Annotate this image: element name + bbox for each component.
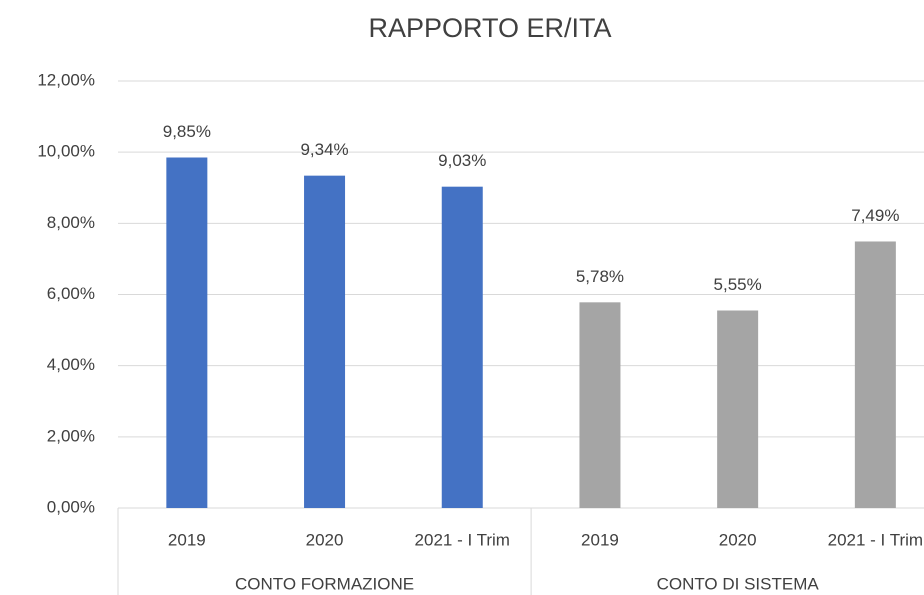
bar — [579, 302, 621, 508]
x-tick-label: 2019 — [581, 530, 619, 549]
x-tick-label: 2021 - I Trim — [828, 530, 923, 549]
x-tick-label: 2021 - I Trim — [415, 530, 510, 549]
x-tick-label: 2019 — [168, 530, 206, 549]
bar — [717, 310, 759, 508]
data-label: 9,34% — [300, 140, 348, 159]
y-tick-label: 2,00% — [47, 426, 95, 445]
data-label: 7,49% — [851, 206, 899, 225]
x-tick-label: 2020 — [719, 530, 757, 549]
y-tick-label: 6,00% — [47, 284, 95, 303]
data-label: 5,78% — [576, 267, 624, 286]
bar — [166, 157, 208, 509]
bar — [854, 241, 896, 508]
group-label: CONTO FORMAZIONE — [235, 574, 414, 593]
chart-title: RAPPORTO ER/ITA — [368, 13, 611, 43]
data-label: 9,85% — [163, 122, 211, 141]
x-tick-label: 2020 — [306, 530, 344, 549]
y-tick-label: 12,00% — [37, 70, 95, 89]
y-tick-label: 4,00% — [47, 355, 95, 374]
y-tick-label: 10,00% — [37, 142, 95, 161]
bar — [441, 186, 483, 508]
data-label: 5,55% — [714, 275, 762, 294]
y-tick-label: 8,00% — [47, 213, 95, 232]
bar — [304, 175, 346, 508]
y-tick-label: 0,00% — [47, 497, 95, 516]
group-label: CONTO DI SISTEMA — [657, 574, 820, 593]
data-label: 9,03% — [438, 151, 486, 170]
